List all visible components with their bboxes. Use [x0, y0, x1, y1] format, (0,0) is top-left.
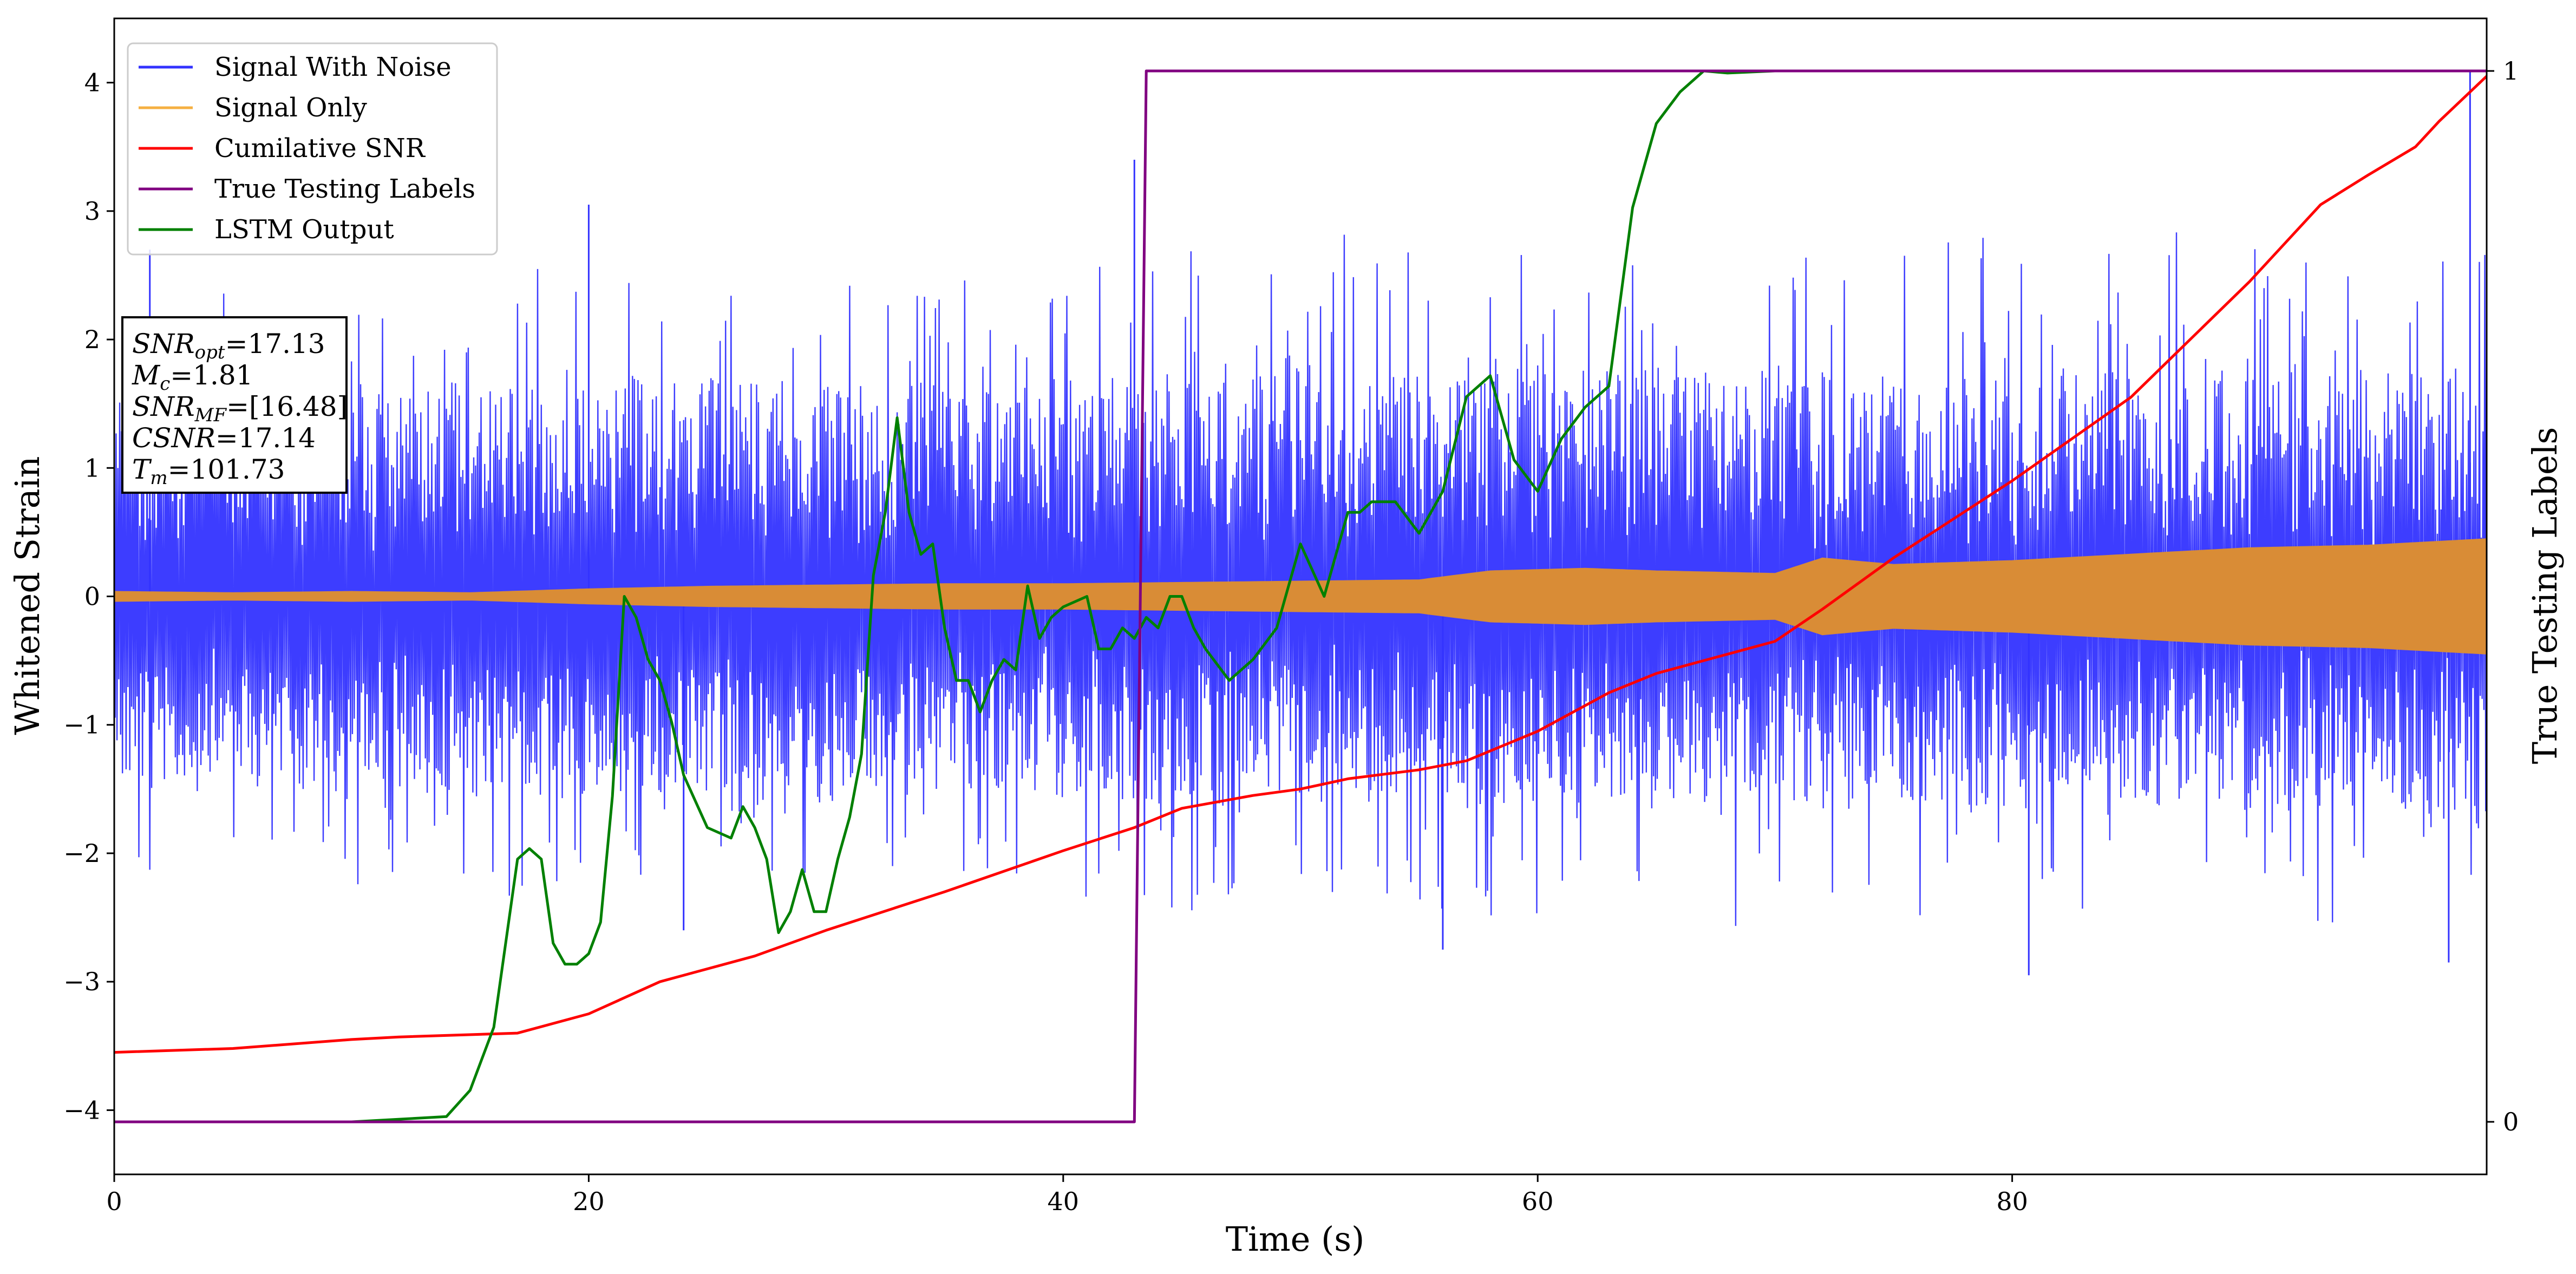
annotation-line: SNRopt=17.13 — [132, 328, 325, 363]
plot-area — [114, 69, 2487, 1123]
annotation-line: Tm=101.73 — [132, 454, 285, 489]
x-tick-label: 0 — [106, 1187, 122, 1216]
stats-annotation-box: SNRopt=17.13Mc=1.81SNRMF=[16.48]CSNR=17.… — [121, 316, 348, 494]
legend-label: Cumilative SNR — [214, 133, 426, 164]
legend-box — [127, 42, 498, 256]
y-tick-label: −2 — [63, 839, 100, 868]
annotation-line: SNRMF=[16.48] — [132, 391, 348, 426]
legend-label: Signal With Noise — [214, 52, 452, 82]
annotation-frame — [121, 316, 348, 494]
y-right-axis-title: True Testing Labels — [2525, 427, 2565, 765]
legend: Signal With Noise Signal Only Cumilative S… — [127, 42, 498, 256]
y-right-tick-label: 1 — [2503, 56, 2519, 86]
x-tick-label: 60 — [1522, 1187, 1554, 1216]
series-true-testing-labels — [114, 69, 2487, 1123]
y-tick-label: −4 — [63, 1095, 100, 1125]
y-right-tick-label: 0 — [2503, 1107, 2519, 1136]
legend-label: LSTM Output — [214, 214, 394, 245]
legend-label: True Testing Labels — [214, 174, 475, 204]
y-tick-label: 1 — [84, 453, 100, 482]
y-tick-label: 2 — [84, 325, 100, 354]
annotation-line: CSNR=17.14 — [132, 422, 316, 454]
series-cumilative-snr — [114, 75, 2487, 1054]
y-axis-title: Whitened Strain — [8, 456, 47, 735]
y-tick-label: 0 — [84, 582, 100, 611]
y-tick-label: 4 — [84, 68, 100, 97]
y-tick-label: −3 — [63, 967, 100, 996]
y-tick-label: 3 — [84, 197, 100, 226]
legend-label: Signal Only — [214, 93, 367, 123]
x-tick-label: 40 — [1048, 1187, 1080, 1216]
series-lstm-output — [114, 69, 2487, 1123]
annotation-line: Mc=1.81 — [132, 360, 253, 395]
y-tick-label: −1 — [63, 710, 100, 740]
x-axis-title: Time (s) — [1226, 1219, 1365, 1259]
series-signal-only — [114, 538, 2487, 655]
x-tick-label: 20 — [573, 1187, 605, 1216]
x-tick-label: 80 — [1996, 1187, 2028, 1216]
